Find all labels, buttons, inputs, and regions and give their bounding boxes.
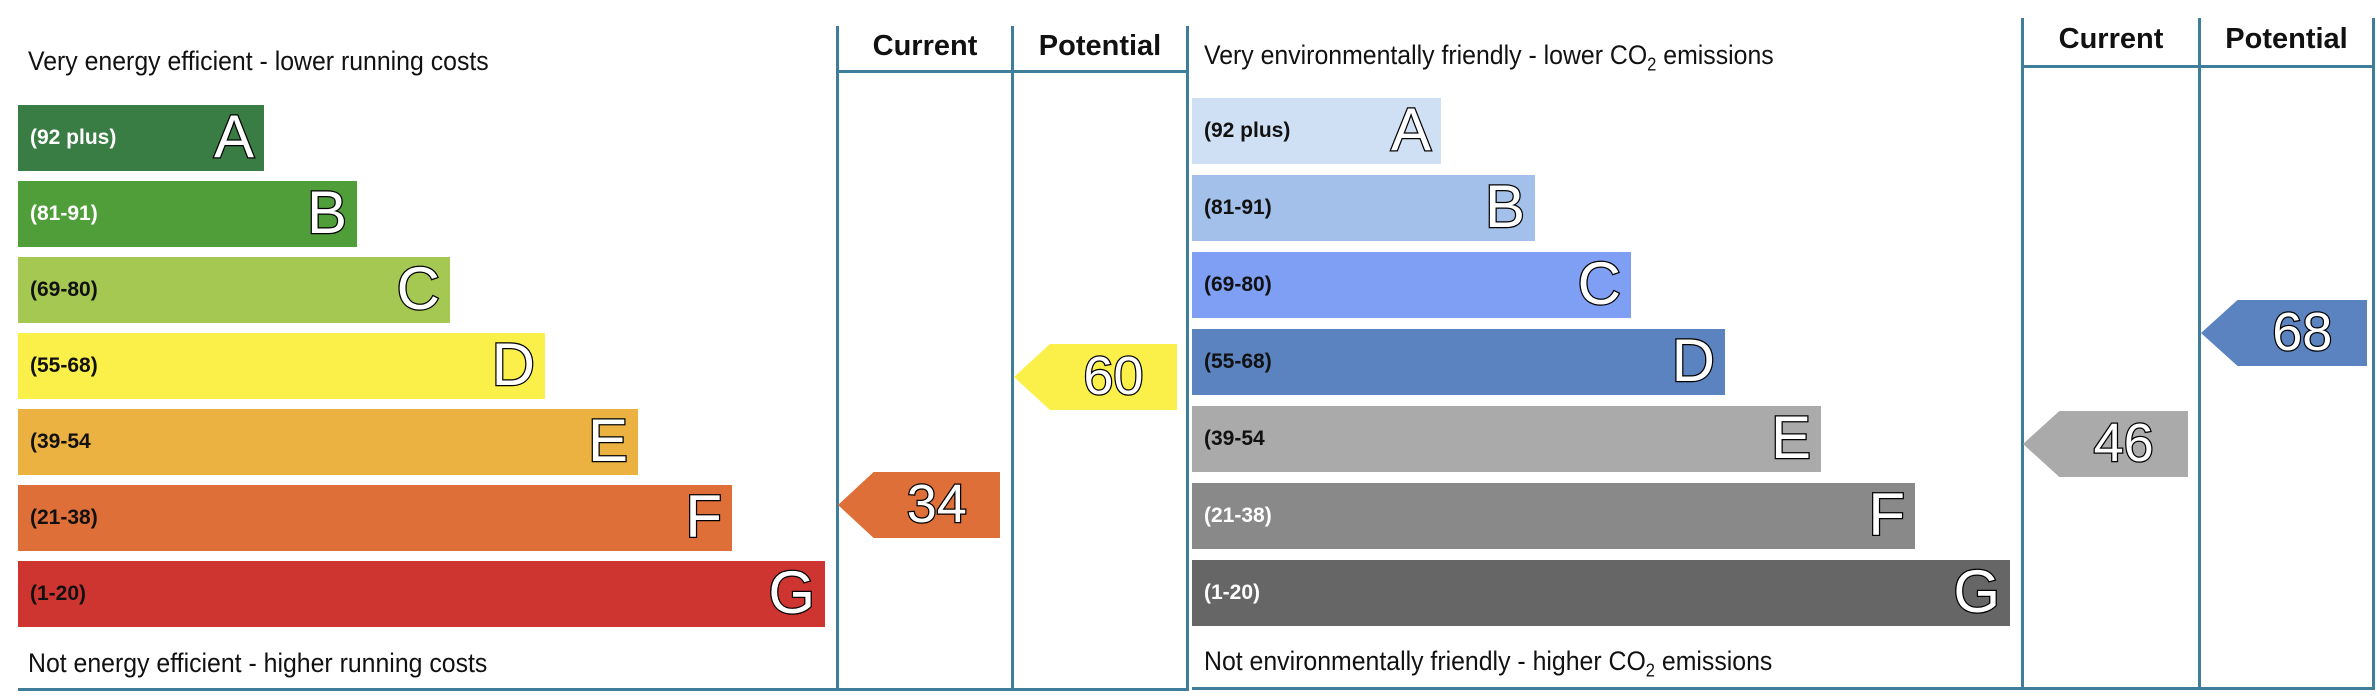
band-letter: B [1484, 172, 1527, 242]
header-line [836, 70, 1189, 73]
band-letter: F [1867, 480, 1906, 550]
band-letter: G [1952, 557, 2001, 627]
potential-rating-value: 60 [1082, 345, 1145, 408]
band-letter: G [767, 558, 816, 628]
band-letter: A [213, 102, 256, 172]
band-bar-d: (55-68) D [1192, 326, 1725, 396]
potential-header: Potential [2225, 23, 2348, 55]
band-range: (39-54 [30, 430, 91, 453]
band-bar-b: (81-91) B [18, 178, 357, 248]
divider-line [2021, 18, 2024, 690]
band-range: (21-38) [30, 506, 98, 529]
potential-rating-arrow: 60 [1014, 344, 1177, 410]
top-label-text: Very environmentally friendly - lower CO [1204, 40, 1648, 70]
bottom-label: Not energy efficient - higher running co… [28, 648, 488, 678]
band-letter: D [1670, 326, 1716, 396]
current-rating-arrow: 34 [838, 472, 1000, 538]
band-bar-a: (92 plus) A [18, 102, 264, 172]
bottom-line [18, 688, 1189, 691]
band-bar-c: (69-80) C [1192, 249, 1631, 319]
subscript: 2 [1645, 660, 1656, 681]
band-letter: A [1390, 95, 1433, 165]
band-bar-e: (39-54 E [1192, 403, 1821, 473]
bottom-line [1192, 687, 2375, 690]
band-letter: C [395, 254, 441, 324]
band-letter: E [587, 406, 630, 476]
current-header: Current [872, 30, 978, 62]
subscript: 2 [1647, 54, 1657, 75]
top-label: Very environmentally friendly - lower CO… [1204, 40, 1774, 75]
band-bar-g: (1-20) G [1192, 557, 2010, 627]
band-letter: F [684, 482, 723, 552]
band-range: (92 plus) [30, 126, 117, 149]
current-rating-value: 34 [906, 473, 969, 536]
potential-rating-arrow: 68 [2201, 300, 2367, 366]
potential-header: Potential [1038, 30, 1162, 62]
band-range: (21-38) [1204, 504, 1272, 527]
divider-line [1011, 26, 1014, 690]
energy-efficiency-chart: Very energy efficient - lower running co… [18, 26, 1189, 691]
band-range: (69-80) [1204, 273, 1272, 296]
top-label-text: emissions [1656, 40, 1774, 70]
header-line [2021, 65, 2375, 68]
band-letter: D [490, 330, 536, 400]
band-bar-a: (92 plus) A [1192, 95, 1441, 165]
bottom-label: Not environmentally friendly - higher CO… [1204, 646, 1772, 681]
band-bar-g: (1-20) G [18, 558, 825, 628]
band-range: (55-68) [30, 354, 98, 377]
band-letter: E [1770, 403, 1813, 473]
divider-line [1186, 26, 1189, 690]
current-rating-value: 46 [2092, 412, 2155, 475]
band-letter: B [306, 178, 349, 248]
band-range: (81-91) [30, 202, 98, 225]
divider-line [2198, 18, 2201, 690]
band-bar-f: (21-38) F [1192, 480, 1915, 550]
bottom-label-text: emissions [1655, 646, 1773, 676]
band-letter: C [1576, 249, 1622, 319]
band-bar-d: (55-68) D [18, 330, 545, 400]
band-range: (92 plus) [1204, 119, 1291, 142]
band-bar-e: (39-54 E [18, 406, 638, 476]
band-range: (1-20) [1204, 581, 1261, 604]
band-bar-f: (21-38) F [18, 482, 732, 552]
top-label: Very energy efficient - lower running co… [28, 46, 489, 76]
band-range: (55-68) [1204, 350, 1272, 373]
current-header: Current [2058, 23, 2164, 55]
current-rating-arrow: 46 [2023, 411, 2188, 477]
band-bar-c: (69-80) C [18, 254, 450, 324]
band-bar-b: (81-91) B [1192, 172, 1535, 242]
band-range: (39-54 [1204, 427, 1265, 450]
divider-line [836, 26, 839, 690]
divider-line [2372, 18, 2375, 690]
band-range: (81-91) [1204, 196, 1272, 219]
band-range: (1-20) [30, 582, 87, 605]
potential-rating-value: 68 [2271, 301, 2334, 364]
bottom-label-text: Not environmentally friendly - higher CO [1204, 646, 1646, 676]
band-range: (69-80) [30, 278, 98, 301]
